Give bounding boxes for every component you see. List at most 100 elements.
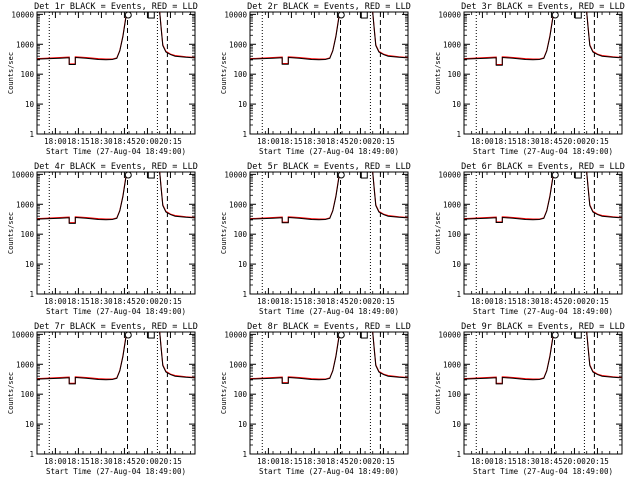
y-tick-label: 10000: [438, 170, 461, 179]
x-tick-label: 20:00: [563, 457, 586, 466]
events-series-line: [37, 172, 128, 224]
lld-series-line: [37, 12, 128, 65]
x-tick-label: 18:00: [471, 137, 494, 146]
saturation-marker-circle: [551, 331, 559, 339]
chart-panel-9: Det 9r BLACK = Events, RED = LLD 1 10 100 10…: [434, 322, 625, 476]
x-axis-label: Start Time (27-Aug-04 18:49:00): [259, 307, 399, 316]
x-tick-label: 18:30: [303, 457, 326, 466]
x-tick-label: 18:15: [494, 457, 517, 466]
y-axis-label: Counts/sec: [7, 372, 15, 414]
lld-series-line: [250, 12, 341, 65]
x-tick-label: 20:00: [136, 297, 159, 306]
saturation-marker-square: [574, 171, 582, 179]
chart-panel-6: Det 6r BLACK = Events, RED = LLD 1 10 100 10…: [434, 162, 625, 316]
y-tick-label: 10: [452, 260, 462, 269]
chart-panel-2: Det 2r BLACK = Events, RED = LLD 1 10 100 10…: [220, 2, 411, 156]
plot-frame: [36, 11, 196, 135]
x-tick-label: 20:15: [372, 297, 395, 306]
x-tick-label: 20:00: [349, 297, 372, 306]
y-tick-label: 10: [238, 420, 248, 429]
x-axis-label: Start Time (27-Aug-04 18:49:00): [259, 467, 399, 476]
x-tick-label: 20:00: [563, 137, 586, 146]
x-axis-label: Start Time (27-Aug-04 18:49:00): [46, 307, 186, 316]
chart-panel-8: Det 8r BLACK = Events, RED = LLD 1 10 100 10…: [220, 322, 411, 476]
y-tick-label: 100: [447, 230, 461, 239]
x-tick-label: 18:00: [471, 297, 494, 306]
lld-series-line: [464, 12, 555, 66]
y-tick-label: 10000: [224, 330, 247, 339]
saturation-marker-square: [360, 331, 368, 339]
y-tick-label: 1: [456, 130, 461, 139]
y-axis-label: Counts/sec: [434, 52, 442, 94]
y-tick-label: 1000: [229, 200, 248, 209]
saturation-marker-square: [147, 11, 155, 19]
events-series-line: [250, 172, 341, 224]
x-tick-label: 18:45: [113, 297, 136, 306]
y-tick-label: 1000: [443, 200, 462, 209]
x-tick-label: 20:15: [159, 297, 182, 306]
x-tick-label: 18:45: [540, 297, 563, 306]
y-tick-label: 10: [452, 420, 462, 429]
y-tick-label: 10: [238, 260, 248, 269]
y-tick-label: 100: [20, 390, 34, 399]
plot-frame: [463, 331, 623, 455]
chart-panel-7: Det 7r BLACK = Events, RED = LLD 1 10 100 10…: [7, 322, 198, 476]
y-tick-label: 1: [242, 130, 247, 139]
x-axis-label: Start Time (27-Aug-04 18:49:00): [473, 467, 613, 476]
y-tick-label: 1000: [443, 360, 462, 369]
chart-title: Det 8r BLACK = Events, RED = LLD: [247, 322, 411, 332]
events-series-line-recovery: [586, 332, 622, 379]
plot-frame: [463, 11, 623, 135]
saturation-marker-circle: [124, 171, 132, 179]
x-tick-label: 18:15: [280, 457, 303, 466]
y-tick-label: 10: [25, 420, 35, 429]
plot-frame: [249, 331, 409, 455]
y-tick-label: 10000: [224, 10, 247, 19]
y-tick-label: 1000: [443, 40, 462, 49]
saturation-marker-circle: [337, 331, 345, 339]
chart-title: Det 4r BLACK = Events, RED = LLD: [34, 162, 198, 172]
x-tick-label: 18:00: [257, 137, 280, 146]
chart-panel-5: Det 5r BLACK = Events, RED = LLD 1 10 100 10…: [220, 162, 411, 316]
y-tick-label: 10: [452, 100, 462, 109]
y-tick-label: 10000: [11, 10, 34, 19]
lld-series-line: [37, 332, 128, 384]
plot-frame: [249, 11, 409, 135]
y-tick-label: 1000: [229, 360, 248, 369]
saturation-marker-square: [147, 171, 155, 179]
events-series-line: [464, 12, 555, 66]
events-series-line: [464, 172, 555, 223]
y-tick-label: 10000: [11, 170, 34, 179]
y-tick-label: 10: [25, 100, 35, 109]
saturation-marker-circle: [551, 171, 559, 179]
x-tick-label: 18:45: [326, 297, 349, 306]
y-tick-label: 10: [238, 100, 248, 109]
x-tick-label: 18:45: [326, 137, 349, 146]
x-tick-label: 18:15: [67, 297, 90, 306]
y-tick-label: 1: [242, 450, 247, 459]
plot-frame: [249, 171, 409, 295]
y-tick-label: 1: [29, 130, 34, 139]
lld-series-line: [37, 172, 128, 224]
x-tick-label: 18:00: [44, 137, 67, 146]
x-tick-label: 18:00: [44, 297, 67, 306]
x-tick-label: 20:15: [159, 457, 182, 466]
x-tick-label: 20:15: [586, 297, 609, 306]
x-tick-label: 20:00: [349, 137, 372, 146]
chart-title: Det 1r BLACK = Events, RED = LLD: [34, 2, 198, 12]
chart-title: Det 3r BLACK = Events, RED = LLD: [461, 2, 625, 12]
y-axis-label: Counts/sec: [7, 212, 15, 254]
y-tick-label: 1: [29, 290, 34, 299]
chart-panel-1: Det 1r BLACK = Events, RED = LLD 1 10 100 10…: [7, 2, 198, 156]
x-tick-label: 18:00: [471, 457, 494, 466]
saturation-marker-circle: [124, 331, 132, 339]
x-tick-label: 18:00: [44, 457, 67, 466]
x-tick-label: 20:15: [586, 457, 609, 466]
y-tick-label: 10000: [11, 330, 34, 339]
x-axis-label: Start Time (27-Aug-04 18:49:00): [473, 147, 613, 156]
x-tick-label: 18:30: [90, 297, 113, 306]
x-tick-label: 20:00: [136, 457, 159, 466]
events-series-line: [37, 12, 128, 65]
y-tick-label: 10000: [224, 170, 247, 179]
